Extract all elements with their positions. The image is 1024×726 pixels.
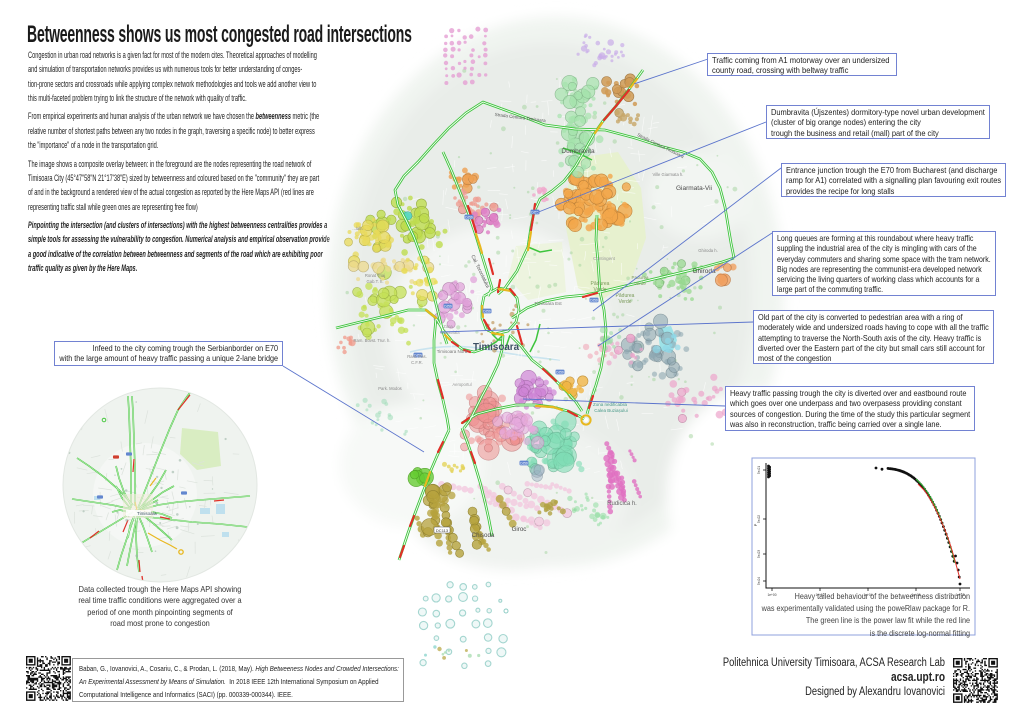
svg-text:Ronat Triaj: Ronat Triaj — [365, 273, 385, 278]
svg-text:5e-04: 5e-04 — [757, 577, 761, 585]
svg-text:Ghiroda h.: Ghiroda h. — [698, 248, 718, 253]
svg-text:DJ59: DJ59 — [520, 462, 528, 466]
svg-text:1e+02: 1e+02 — [816, 593, 825, 597]
svg-text:P: P — [753, 523, 758, 526]
svg-text:Pădurea: Pădurea — [616, 293, 635, 299]
svg-text:Chișoda: Chișoda — [472, 532, 495, 539]
svg-text:DJ59: DJ59 — [444, 305, 452, 309]
svg-text:5e-01: 5e-01 — [757, 466, 761, 474]
svg-text:1e+04: 1e+04 — [864, 593, 873, 597]
svg-text:Ghiroda: Ghiroda — [692, 268, 716, 275]
svg-text:Ram. Pas.: Ram. Pas. — [407, 354, 427, 359]
svg-text:industriala: industriala — [440, 330, 460, 335]
svg-text:Verde: Verde — [618, 299, 631, 305]
svg-text:Verde: Verde — [593, 287, 606, 293]
svg-text:1e+00: 1e+00 — [768, 593, 777, 597]
svg-text:1e+06: 1e+06 — [912, 593, 921, 597]
svg-text:Strada Centura Timisoara: Strada Centura Timisoara — [494, 112, 546, 123]
svg-text:Timisoara: Timisoara — [137, 511, 157, 516]
svg-text:DC113: DC113 — [436, 528, 449, 533]
svg-text:Giarmata-Vii: Giarmata-Vii — [676, 185, 712, 192]
svg-text:Aeroportul: Aeroportul — [452, 382, 471, 387]
svg-text:Timisoara Nord: Timisoara Nord — [437, 349, 468, 354]
svg-text:Calea Buziașului: Calea Buziașului — [594, 408, 628, 413]
svg-text:DJ59: DJ59 — [414, 354, 422, 358]
svg-text:DJ59: DJ59 — [556, 371, 564, 375]
svg-text:5e-02: 5e-02 — [757, 515, 761, 523]
svg-text:Zona: Zona — [443, 324, 453, 329]
svg-text:C.F.R.: C.F.R. — [411, 360, 423, 365]
svg-text:Ram. Bovst. Trur. h.: Ram. Bovst. Trur. h. — [353, 338, 390, 343]
svg-text:Zona nedificabila: Zona nedificabila — [593, 402, 628, 407]
svg-text:Verde: Verde — [634, 281, 646, 286]
svg-text:Timisoara: Timisoara — [473, 342, 520, 353]
svg-text:Gab.T. h.: Gab.T. h. — [367, 279, 384, 284]
svg-text:DJ59: DJ59 — [465, 216, 473, 220]
svg-text:1e+08: 1e+08 — [956, 593, 965, 597]
svg-text:Padurea: Padurea — [631, 275, 649, 280]
svg-text:5e-03: 5e-03 — [757, 550, 761, 558]
svg-text:Dumbravita: Dumbravita — [561, 148, 595, 155]
svg-text:DJ59: DJ59 — [590, 299, 598, 303]
svg-text:Timisoara Est: Timisoara Est — [534, 301, 562, 306]
svg-text:DJ59: DJ59 — [483, 310, 491, 314]
svg-text:DJ59: DJ59 — [531, 211, 539, 215]
svg-text:...lalh.: ...lalh. — [352, 226, 363, 231]
svg-text:Park. Modos: Park. Modos — [378, 386, 402, 391]
svg-text:Rudicica h.: Rudicica h. — [607, 501, 637, 507]
svg-text:Contingent: Contingent — [593, 256, 616, 261]
svg-text:Ville Giarmata h.: Ville Giarmata h. — [653, 172, 684, 177]
svg-text:Pădurea: Pădurea — [591, 281, 610, 287]
svg-text:Giroc: Giroc — [512, 526, 527, 533]
